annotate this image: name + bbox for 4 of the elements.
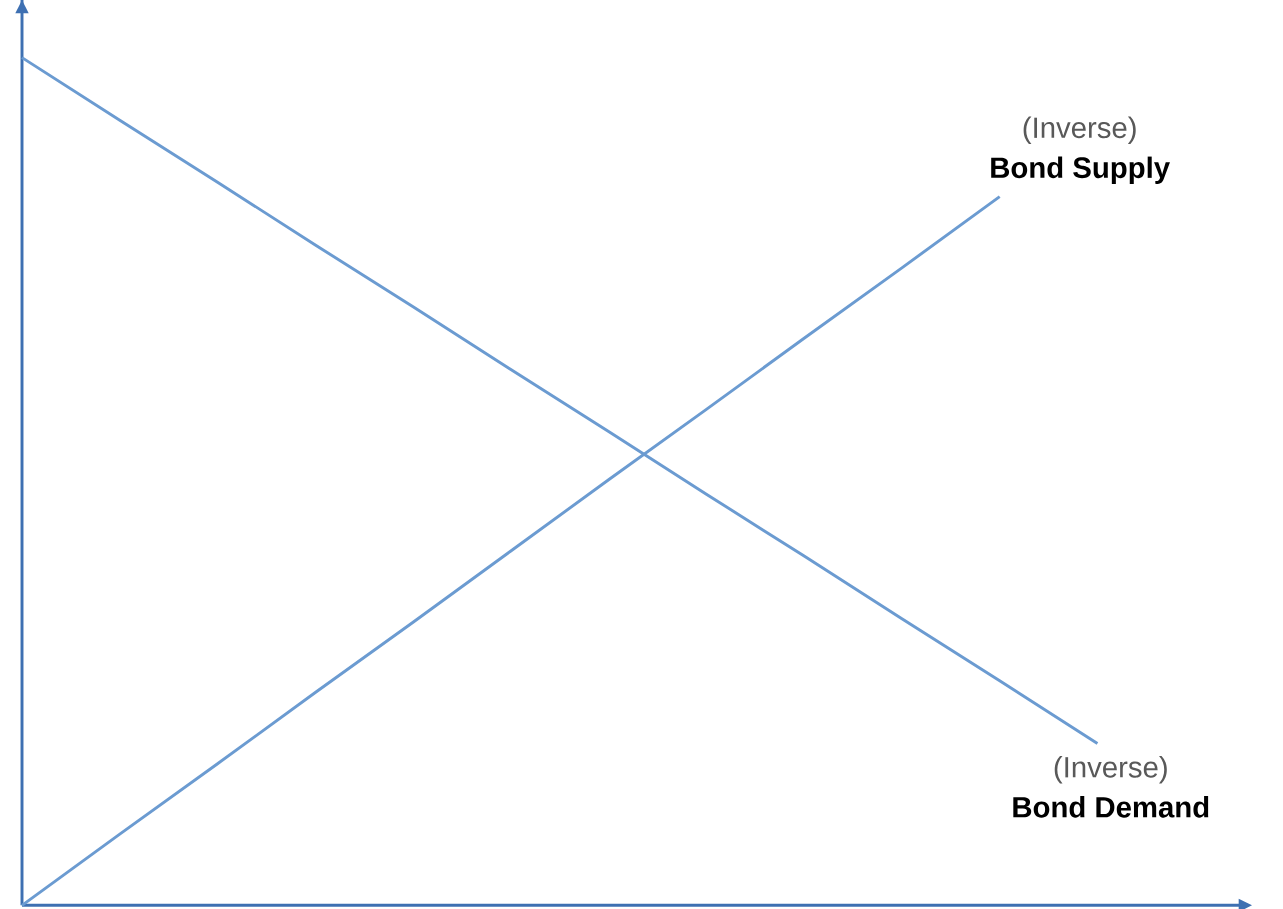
- text: Bond Demand: [1013, 795, 1209, 818]
- annotation: (Inverse): [1054, 755, 1167, 784]
- series-label: Bond Supply: [991, 156, 1170, 184]
- annotation: (Inverse): [1023, 116, 1136, 144]
